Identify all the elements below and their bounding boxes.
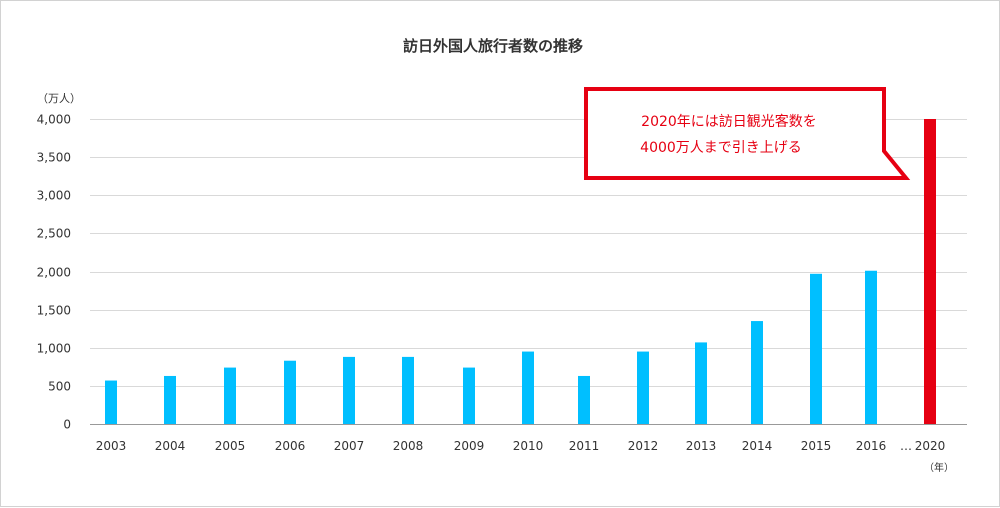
bar [343,356,355,424]
x-tick-label: 2003 [96,439,127,453]
bar [463,367,475,424]
x-tick-label: 2010 [513,439,544,453]
bar [810,273,822,424]
callout-text-line-2: 4000万人まで引き上げる [640,140,802,156]
bar [865,270,877,424]
callout-bubble [584,87,911,180]
annotation-callout: 2020年には訪日観光客数を 4000万人まで引き上げる [584,87,911,180]
x-tick-label: 2006 [275,439,306,453]
x-tick-label: 2005 [215,439,246,453]
y-tick-label: 2,000 [37,266,71,280]
x-tick-label: 2013 [686,439,717,453]
x-tick-label: 2007 [334,439,365,453]
x-tick-labels: 2003 2004 2005 2006 2007 2008 2009 2010 2011 2012… [96,439,946,453]
gridlines [90,119,967,425]
x-tick-label: 2012 [628,439,659,453]
bar [402,356,414,424]
x-tick-label: 2014 [742,439,773,453]
bar-target-2020 [924,119,936,424]
x-tick-label: 2016 [856,439,887,453]
bar [284,360,296,424]
y-tick-label: 0 [63,418,71,432]
axis-gap-marker: … [900,439,912,453]
x-tick-label: 2004 [155,439,186,453]
y-tick-label: 3,000 [37,189,71,203]
y-tick-label: 1,500 [37,304,71,318]
bars [105,119,936,424]
y-tick-label: 2,500 [37,227,71,241]
x-axis-unit-label: （年） [924,461,954,474]
y-tick-label: 3,500 [37,151,71,165]
bar [224,367,236,424]
x-tick-label: 2015 [801,439,832,453]
y-tick-labels: 0 500 1,000 1,500 2,000 2,500 3,000 3,500 4,000 [37,113,71,432]
x-tick-label: 2011 [569,439,600,453]
bar [522,351,534,424]
y-tick-label: 500 [48,380,71,394]
y-tick-label: 1,000 [37,342,71,356]
bar [105,380,117,424]
bar [751,321,763,424]
bar [695,342,707,424]
bar [578,375,590,424]
bar [637,351,649,424]
bar [164,375,176,424]
chart-title: 訪日外国人旅行者数の推移 [403,37,583,55]
x-tick-label: 2020 [915,439,946,453]
x-tick-label: 2009 [454,439,485,453]
x-tick-label: 2008 [393,439,424,453]
y-axis-unit-label: （万人） [37,92,81,105]
y-tick-label: 4,000 [37,113,71,127]
callout-text-line-1: 2020年には訪日観光客数を [641,113,817,130]
